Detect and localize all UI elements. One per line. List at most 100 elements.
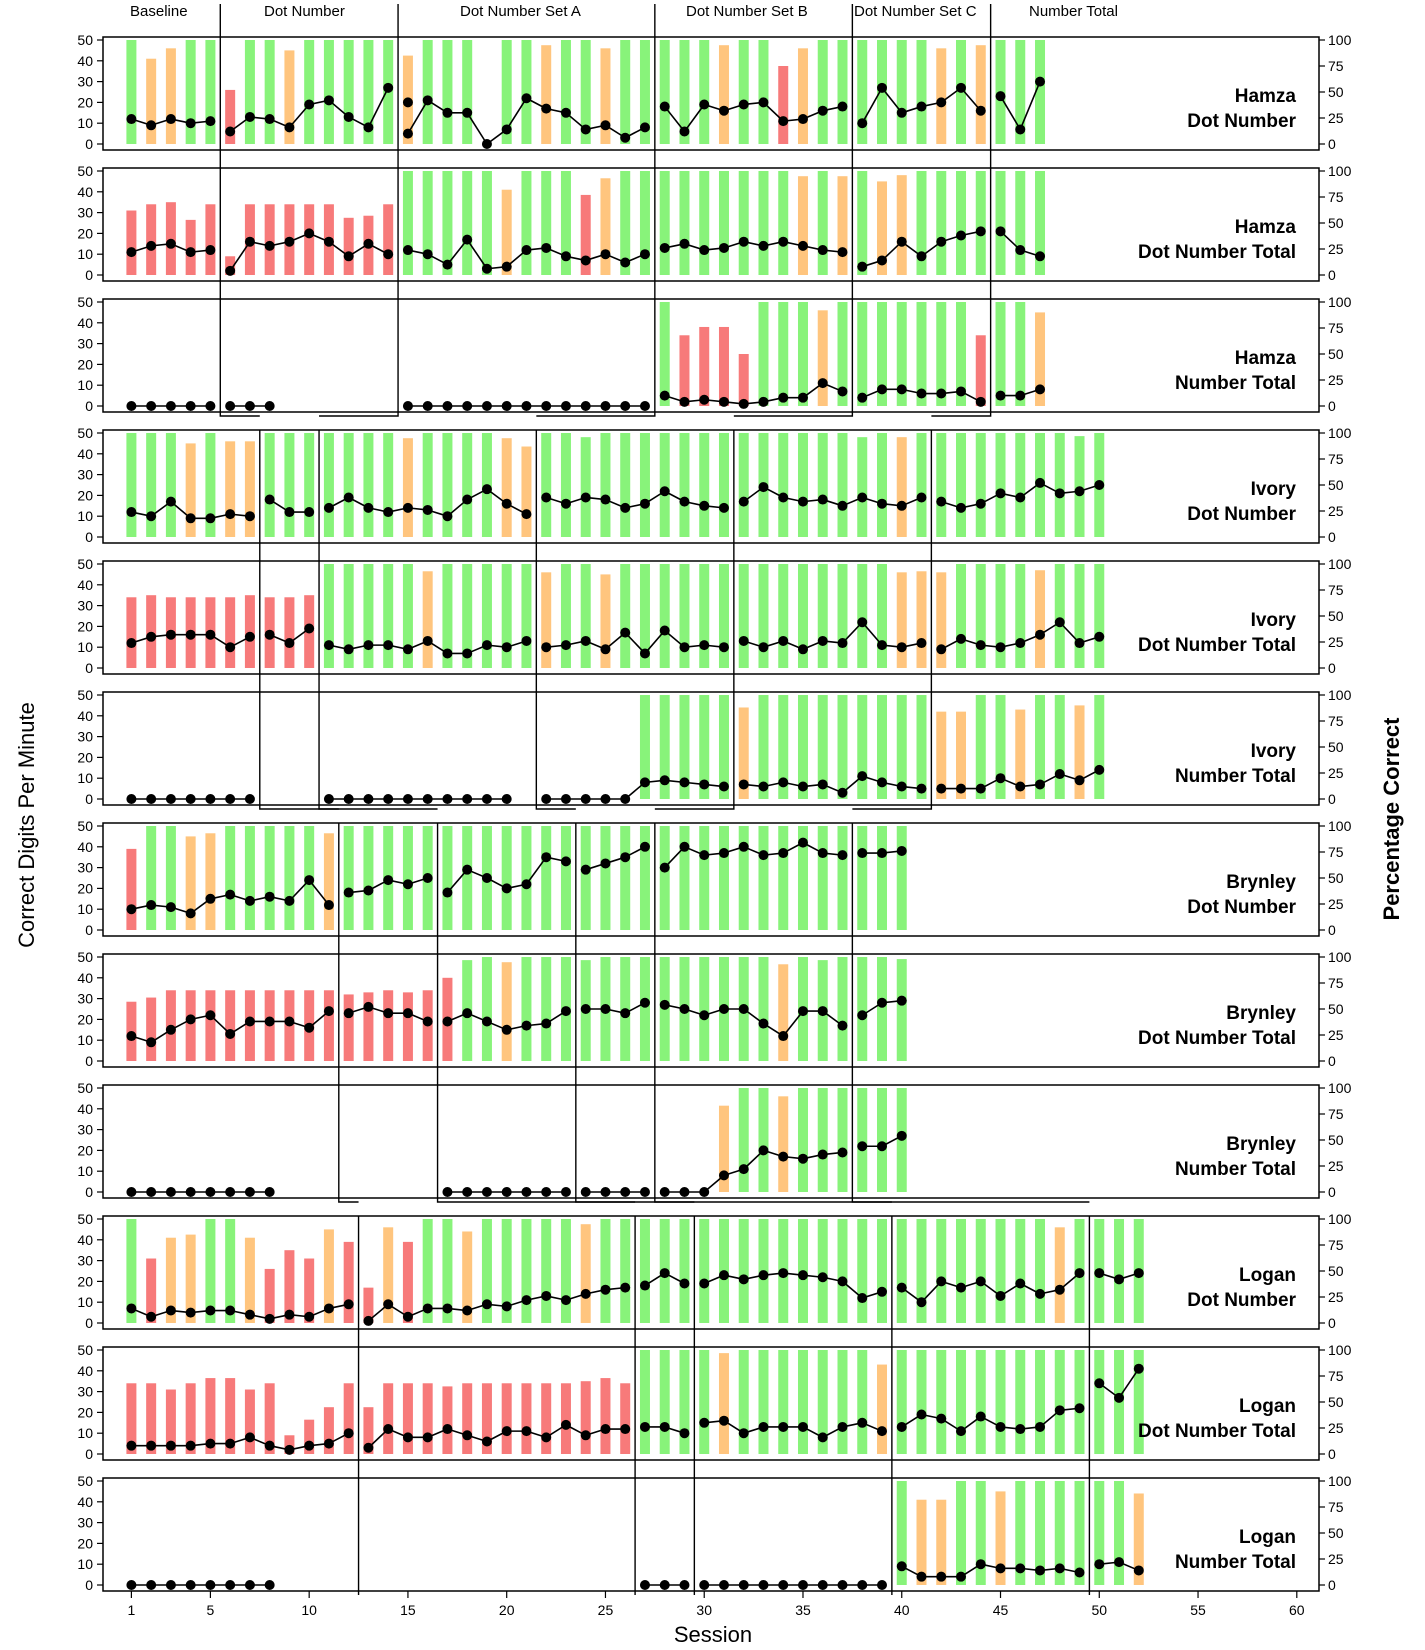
data-point — [323, 236, 334, 247]
percent-correct-bar — [718, 433, 729, 537]
data-point — [778, 848, 789, 859]
percent-correct-bar — [501, 826, 512, 930]
percent-correct-bar — [758, 302, 769, 406]
data-point — [146, 1187, 157, 1197]
data-point — [481, 873, 492, 883]
percent-correct-bar — [620, 40, 631, 144]
percent-correct-bar — [521, 1383, 532, 1454]
percent-correct-bar — [857, 957, 868, 1061]
percent-correct-bar — [264, 1268, 275, 1323]
percent-correct-bar — [205, 1219, 216, 1323]
data-point — [205, 1010, 216, 1021]
percent-correct-bar — [956, 433, 967, 537]
right-tick-label: 0 — [1328, 791, 1336, 807]
phase-label-baseline: Baseline — [130, 3, 188, 20]
percent-correct-bar — [126, 210, 137, 275]
percent-correct-bar — [185, 1234, 196, 1323]
left-tick-label: 20 — [77, 1273, 93, 1289]
data-point — [1094, 480, 1105, 490]
data-point — [936, 388, 947, 399]
data-point — [837, 101, 848, 112]
percent-correct-bar — [244, 1237, 255, 1323]
data-point — [797, 1006, 808, 1017]
data-point — [718, 642, 729, 653]
data-line-segment — [1118, 1368, 1140, 1399]
left-tick-label: 30 — [77, 205, 93, 221]
data-point — [679, 841, 690, 852]
data-point — [383, 249, 394, 260]
percent-correct-bar — [1094, 695, 1105, 799]
data-point — [956, 230, 967, 241]
percent-correct-bar — [462, 564, 473, 668]
data-point — [185, 1014, 196, 1025]
data-point — [225, 794, 236, 804]
right-tick-label: 50 — [1328, 739, 1344, 755]
data-point — [679, 1278, 690, 1289]
data-point — [244, 1432, 255, 1443]
x-tick-label: 25 — [598, 1602, 614, 1618]
data-point — [659, 775, 670, 786]
left-tick-label: 50 — [77, 425, 93, 441]
percent-correct-bar — [225, 1219, 236, 1323]
data-point — [185, 629, 196, 640]
percent-correct-bar — [343, 826, 354, 930]
data-point — [462, 794, 473, 804]
right-tick-label: 100 — [1328, 425, 1352, 441]
percent-correct-bar — [1094, 1350, 1105, 1454]
data-point — [778, 1151, 789, 1162]
right-tick-label: 75 — [1328, 451, 1344, 467]
data-point — [936, 783, 947, 794]
data-point — [343, 111, 354, 122]
percent-correct-bar — [817, 826, 828, 930]
percent-correct-bar — [284, 50, 295, 144]
percent-correct-bar — [995, 1350, 1006, 1454]
percent-correct-bar — [225, 597, 236, 668]
percent-correct-bar — [225, 990, 236, 1061]
percent-correct-bar — [1054, 695, 1065, 799]
x-tick-label: 10 — [301, 1602, 317, 1618]
data-point — [442, 511, 453, 522]
percent-correct-bar — [936, 171, 947, 275]
percent-correct-bar — [422, 1383, 433, 1454]
percent-correct-bar — [876, 181, 887, 275]
left-tick-label: 50 — [77, 163, 93, 179]
left-tick-label: 30 — [77, 598, 93, 614]
percent-correct-bar — [699, 564, 710, 668]
data-point — [580, 1004, 591, 1014]
right-tick-label: 25 — [1328, 503, 1344, 519]
right-tick-label: 50 — [1328, 1263, 1344, 1279]
percent-correct-bar — [975, 1219, 986, 1323]
percent-correct-bar — [837, 695, 848, 799]
data-point — [876, 498, 887, 509]
data-point — [244, 1580, 255, 1590]
percent-correct-bar — [383, 433, 394, 537]
data-point — [541, 794, 552, 804]
phase-change-line — [219, 4, 260, 417]
percent-correct-bar — [975, 695, 986, 799]
data-point — [817, 1432, 828, 1443]
data-point — [817, 779, 828, 790]
panel-measure-label: Dot Number Total — [1138, 635, 1296, 656]
phase-labels: Baseline Dot Number Dot Number Set A Dot… — [130, 3, 1118, 20]
percent-correct-bar — [580, 437, 591, 537]
data-point — [205, 116, 216, 127]
left-tick-label: 20 — [77, 1404, 93, 1420]
x-tick-label: 5 — [207, 1602, 215, 1618]
right-tick-label: 25 — [1328, 1420, 1344, 1436]
percent-correct-bar — [205, 40, 216, 144]
data-point — [363, 1442, 374, 1453]
percent-correct-bar — [857, 695, 868, 799]
data-point — [1054, 617, 1065, 628]
percent-correct-bar — [699, 695, 710, 799]
data-point — [1015, 781, 1026, 792]
right-tick-label: 75 — [1328, 713, 1344, 729]
data-point — [1035, 1288, 1046, 1299]
data-point — [146, 240, 157, 251]
data-point — [758, 1018, 769, 1029]
data-line-segment — [367, 87, 389, 128]
data-point — [718, 105, 729, 116]
data-point — [185, 908, 196, 919]
percent-correct-bar — [244, 595, 255, 668]
percent-correct-bar — [580, 1224, 591, 1323]
data-point — [343, 1428, 354, 1439]
